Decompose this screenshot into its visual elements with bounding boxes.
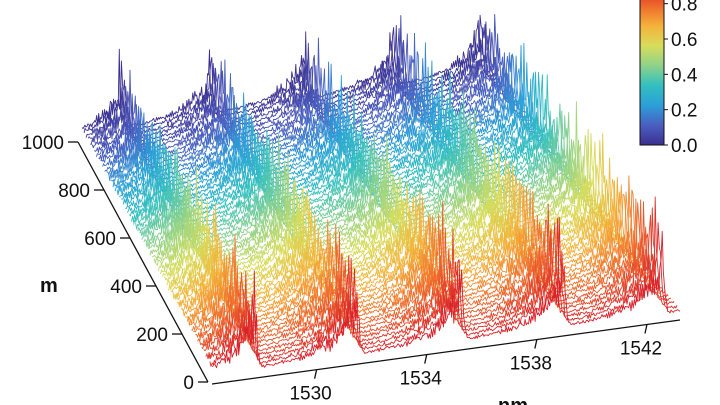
trace-line (189, 175, 648, 326)
trace-group (81, 13, 681, 369)
x-axis-line (211, 319, 681, 385)
trace-line (211, 230, 681, 369)
trace-line (201, 203, 666, 350)
colorbar-tick-label: 0.6 (671, 30, 697, 51)
x-axis-title: nm (498, 395, 528, 405)
x-axis: 1530 1534 1538 1542 (211, 319, 681, 405)
trace-line (207, 196, 675, 361)
y-tick-label: 0 (183, 373, 194, 394)
colorbar-tick-label: 0.2 (671, 101, 697, 122)
trace-line (121, 72, 551, 201)
y-tick-label: 400 (110, 277, 142, 298)
trace-line (205, 207, 672, 359)
y-axis: 0 200 400 600 800 1000 (22, 133, 209, 394)
trace-line (209, 216, 678, 367)
x-tick-mark (424, 354, 428, 364)
trace-line (149, 140, 592, 256)
colorbar-tick-label: 0.8 (671, 0, 697, 16)
trace-line (127, 71, 560, 214)
x-tick-mark (534, 339, 538, 349)
colorbar-bar (639, 0, 665, 146)
y-tick-label: 200 (136, 325, 168, 346)
trace-line (95, 33, 515, 157)
y-tick-label: 600 (84, 229, 116, 250)
trace-line (94, 13, 512, 153)
trace-line (180, 176, 637, 312)
trace-line (164, 141, 613, 282)
x-tick-label: 1534 (400, 369, 443, 390)
x-tick-mark (313, 369, 318, 379)
trace-line (203, 214, 669, 353)
x-tick-label: 1538 (510, 354, 552, 375)
trace-line (195, 202, 657, 339)
colorbar: 0.0 0.2 0.4 0.6 0.8 (639, 0, 698, 157)
x-tick-label: 1542 (620, 339, 662, 360)
y-tick-label: 800 (58, 181, 90, 202)
trace-line (197, 199, 660, 342)
y-tick-label: 1000 (22, 133, 64, 154)
colorbar-tick-label: 0.4 (671, 65, 698, 86)
trace-line (186, 189, 645, 326)
colorbar-tick-label: 0.0 (671, 136, 697, 157)
x-tick-label: 1530 (289, 384, 331, 405)
trace-line (114, 42, 542, 192)
x-tick-mark (644, 324, 648, 334)
y-axis-title: m (40, 275, 58, 297)
y-axis-line (77, 141, 209, 383)
